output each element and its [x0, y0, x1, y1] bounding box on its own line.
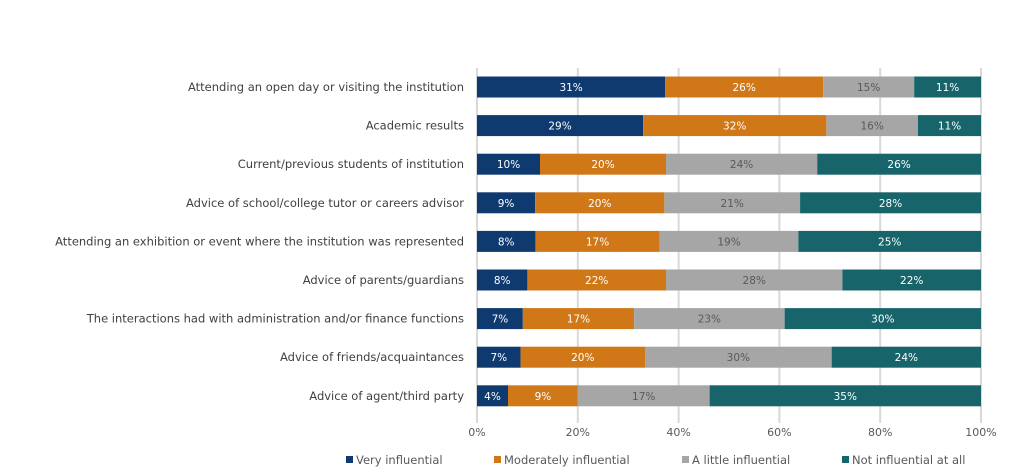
bar-segment	[842, 269, 981, 291]
bar-segment	[709, 385, 981, 407]
bar-segment	[477, 308, 523, 330]
bar-segment	[477, 115, 644, 137]
bar-segment	[540, 153, 666, 175]
data-label: 21%	[721, 198, 744, 210]
x-tick-label: 80%	[868, 426, 892, 439]
bar-segment	[477, 192, 536, 214]
data-label: 28%	[879, 198, 902, 210]
data-label: 8%	[494, 275, 511, 287]
data-label: 7%	[490, 352, 507, 364]
legend-label: Not influential at all	[852, 453, 965, 467]
data-label: 26%	[733, 82, 756, 94]
data-label: 10%	[497, 159, 520, 171]
bar-segment	[520, 346, 645, 368]
bar-segment	[823, 76, 915, 98]
bar-segment	[645, 346, 832, 368]
data-label: 7%	[492, 314, 509, 326]
data-label: 20%	[571, 352, 594, 364]
bar-segment	[508, 385, 578, 407]
bar-segment	[477, 269, 528, 291]
data-label: 15%	[857, 82, 880, 94]
bar-segment	[477, 230, 536, 252]
bar-segment	[643, 115, 827, 137]
x-tick-label: 20%	[566, 426, 590, 439]
data-label: 16%	[861, 121, 884, 133]
x-tick-label: 100%	[965, 426, 996, 439]
data-label: 23%	[698, 314, 721, 326]
data-label: 17%	[632, 391, 655, 403]
bar-segment	[914, 76, 981, 98]
bar-segment	[918, 115, 981, 137]
legend-swatch	[494, 456, 501, 463]
data-label: 25%	[878, 236, 901, 248]
data-label: 9%	[498, 198, 515, 210]
bar-segment	[831, 346, 981, 368]
category-label: Advice of agent/third party	[309, 389, 464, 403]
bar-segment	[527, 269, 666, 291]
bar-segment	[784, 308, 981, 330]
bar-segment	[522, 308, 635, 330]
bar-segment	[659, 230, 799, 252]
data-label: 20%	[591, 159, 614, 171]
data-label: 31%	[559, 82, 582, 94]
data-label: 35%	[834, 391, 857, 403]
data-label: 9%	[535, 391, 552, 403]
data-label: 22%	[585, 275, 608, 287]
data-label: 11%	[938, 121, 961, 133]
data-label: 20%	[588, 198, 611, 210]
data-label: 32%	[723, 121, 746, 133]
bar-segment	[535, 192, 665, 214]
data-label: 11%	[936, 82, 959, 94]
bar-segment	[666, 153, 818, 175]
bar-segment	[666, 269, 843, 291]
bar-segment	[664, 192, 801, 214]
category-label: Attending an open day or visiting the in…	[188, 80, 464, 94]
data-label: 29%	[548, 121, 571, 133]
bar-segment	[826, 115, 918, 137]
data-label: 17%	[567, 314, 590, 326]
bar-segment	[477, 76, 666, 98]
x-tick-label: 60%	[767, 426, 791, 439]
category-label: Advice of school/college tutor or career…	[186, 196, 464, 210]
legend-swatch	[346, 456, 353, 463]
data-label: 4%	[484, 391, 501, 403]
category-label: Attending an exhibition or event where t…	[55, 234, 464, 248]
legend-label: Moderately influential	[504, 453, 630, 467]
data-label: 28%	[743, 275, 766, 287]
x-tick-label: 40%	[666, 426, 690, 439]
data-label: 22%	[900, 275, 923, 287]
legend-label: A little influential	[692, 453, 790, 467]
x-tick-label: 0%	[468, 426, 485, 439]
bar-segment	[577, 385, 710, 407]
data-label: 24%	[895, 352, 918, 364]
bar-segment	[817, 153, 981, 175]
legend-swatch	[682, 456, 689, 463]
category-label: Academic results	[366, 119, 464, 133]
bar-segment	[798, 230, 981, 252]
bar-segment	[477, 385, 509, 407]
data-label: 30%	[727, 352, 750, 364]
category-label: Advice of friends/acquaintances	[280, 350, 464, 364]
bar-segment	[634, 308, 785, 330]
category-label: Current/previous students of institution	[238, 157, 464, 171]
data-label: 17%	[586, 236, 609, 248]
bar-segment	[800, 192, 981, 214]
data-label: 30%	[871, 314, 894, 326]
data-label: 19%	[717, 236, 740, 248]
data-label: 8%	[498, 236, 515, 248]
bar-segment	[665, 76, 824, 98]
legend-label: Very influential	[356, 453, 443, 467]
legend-swatch	[842, 456, 849, 463]
category-label: Advice of parents/guardians	[303, 273, 464, 287]
category-label: The interactions had with administration…	[86, 312, 464, 326]
bar-segment	[477, 153, 540, 175]
data-label: 24%	[730, 159, 753, 171]
bar-segment	[535, 230, 660, 252]
data-label: 26%	[887, 159, 910, 171]
bar-segment	[477, 346, 521, 368]
